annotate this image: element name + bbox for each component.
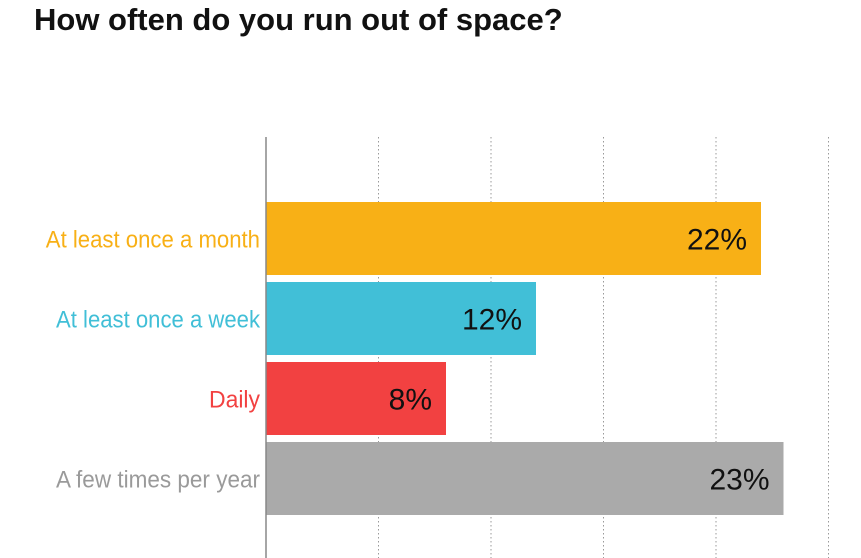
bars: 22% 12% 8% 23% (266, 202, 784, 515)
chart-title: How often do you run out of space? (34, 2, 563, 37)
category-labels: At least once a month At least once a wee… (46, 227, 261, 494)
data-label: 8% (389, 384, 432, 417)
bar (266, 202, 761, 275)
data-label: 22% (687, 224, 747, 257)
category-label: A few times per year (56, 467, 260, 494)
bar (266, 282, 536, 355)
data-label: 12% (462, 304, 522, 337)
data-label: 23% (709, 464, 769, 497)
category-label: At least once a week (56, 307, 261, 334)
category-label: At least once a month (46, 227, 260, 254)
bar (266, 362, 446, 435)
category-label: Daily (209, 387, 260, 414)
bar (266, 442, 784, 515)
